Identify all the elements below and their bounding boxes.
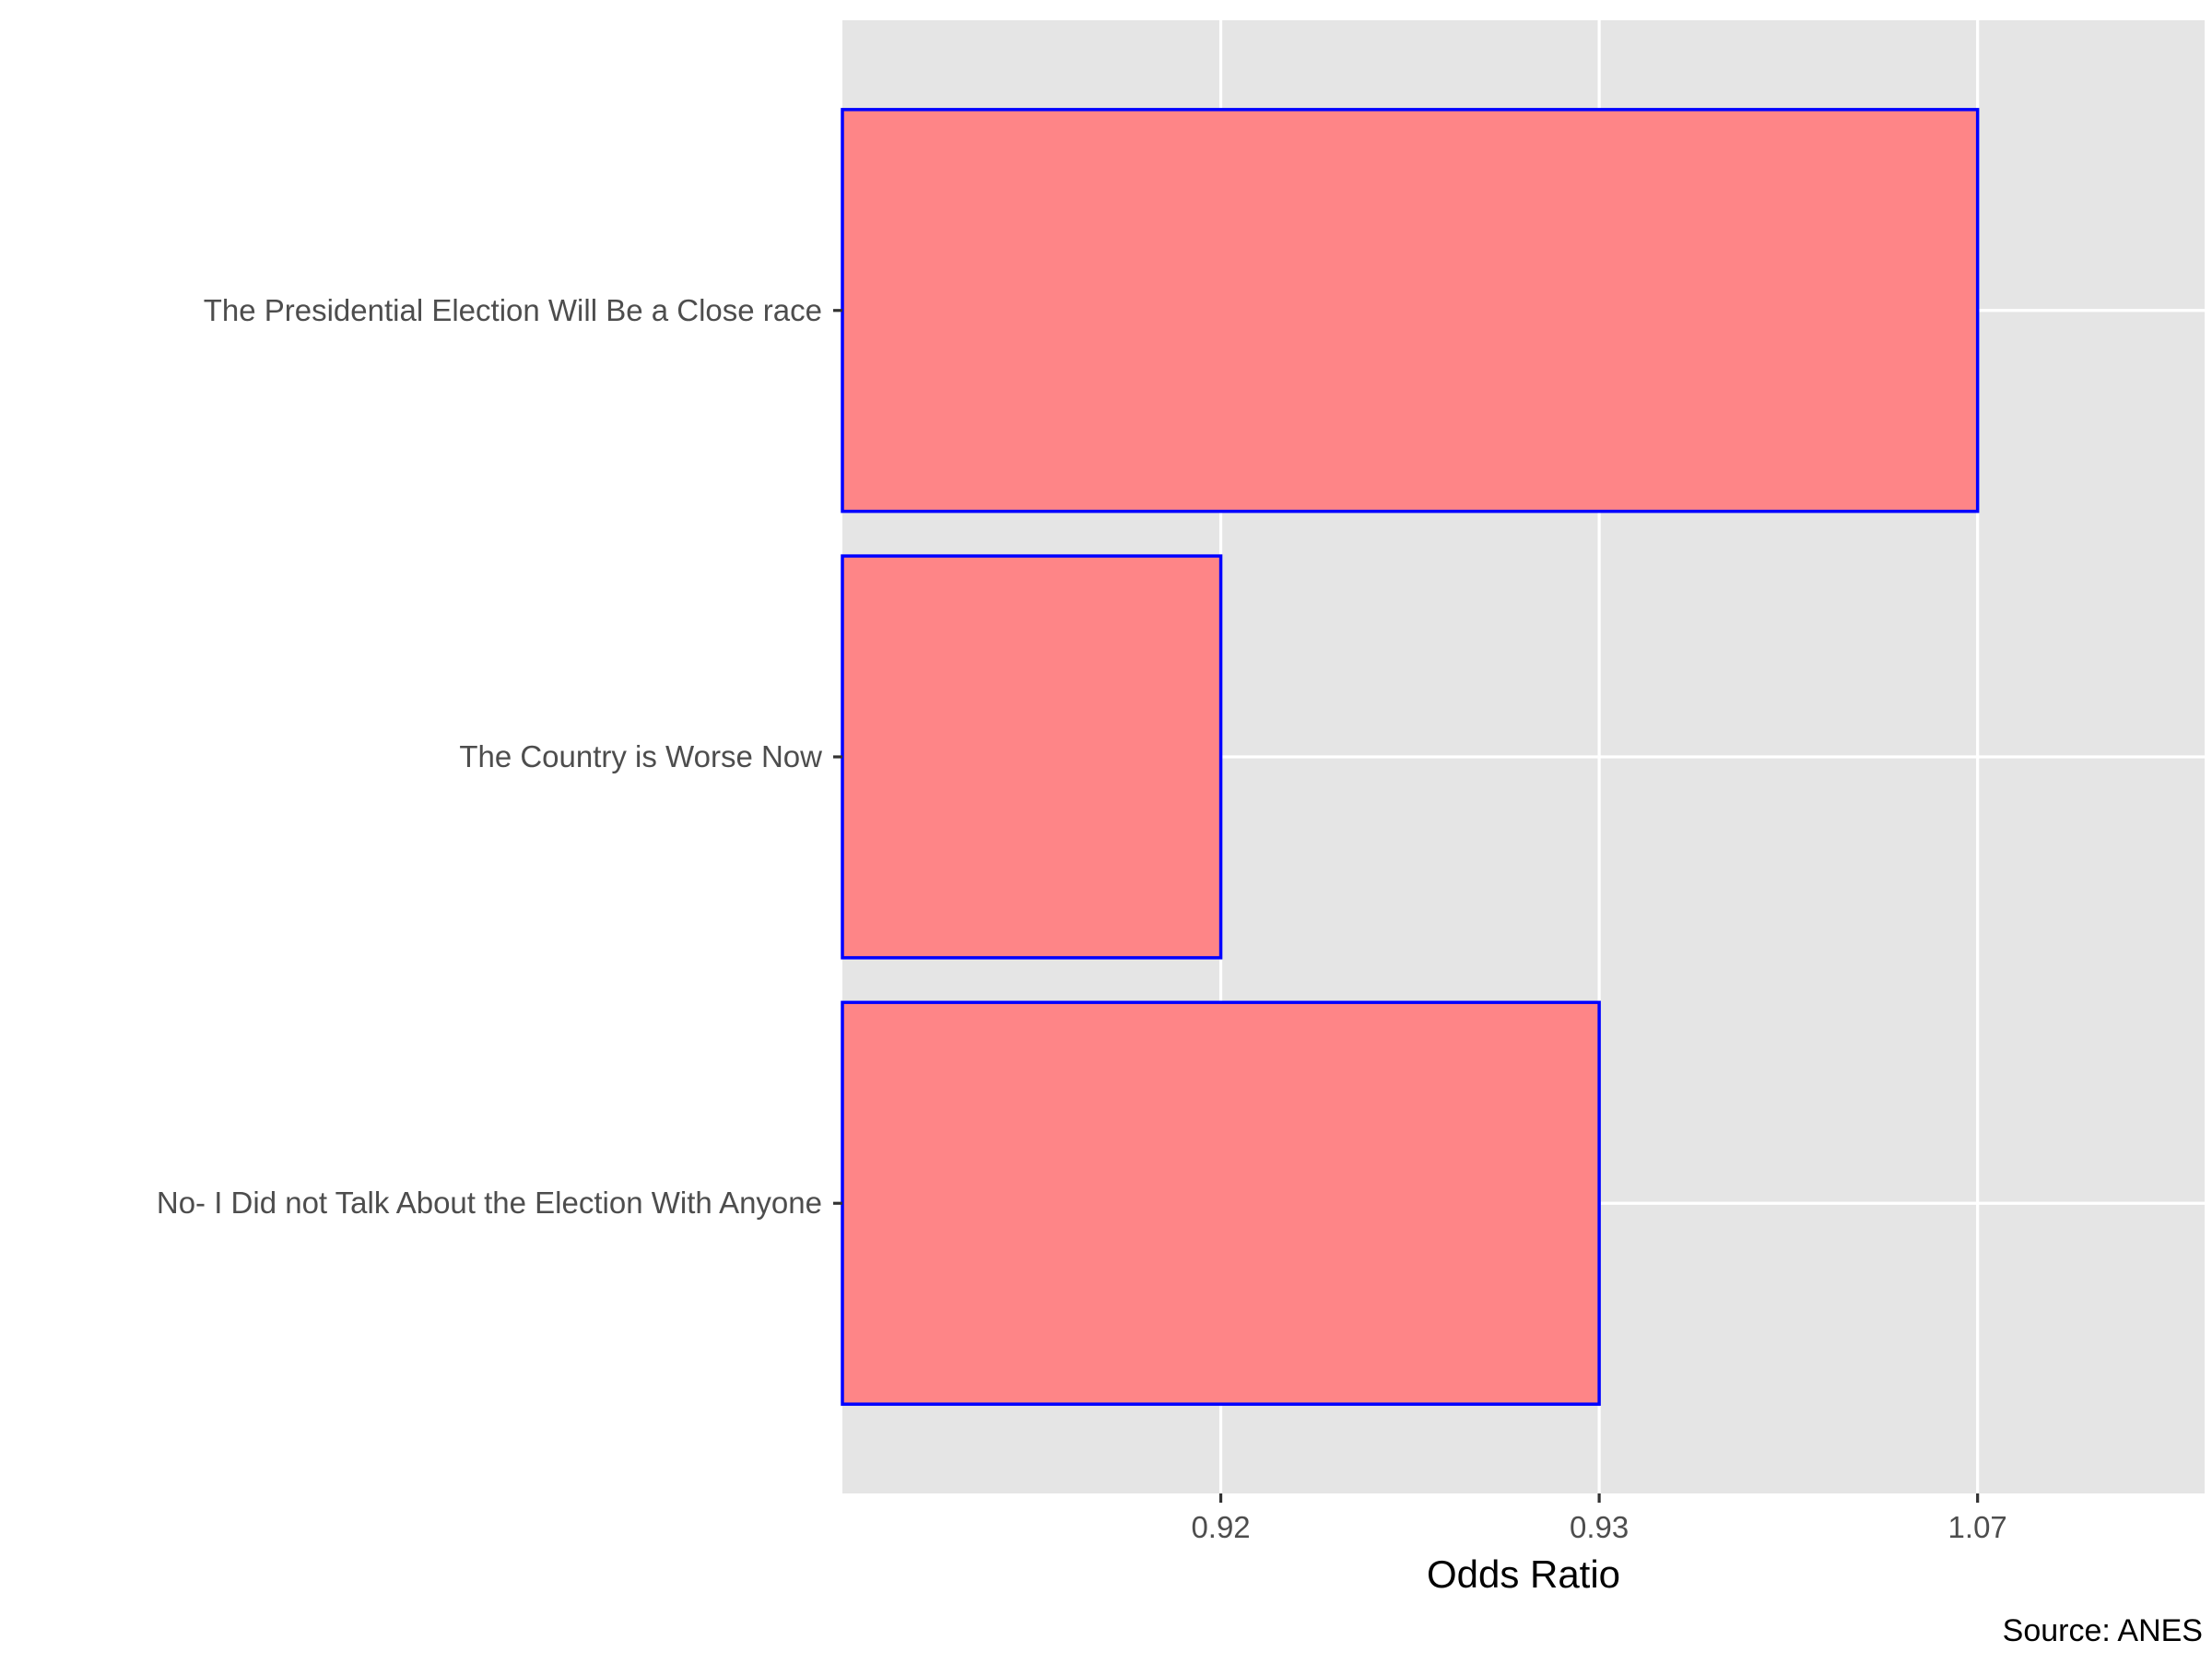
x-axis: 0.92 0.93 1.07	[1191, 1493, 2007, 1544]
y-tick-label: No- I Did not Talk About the Election Wi…	[157, 1186, 822, 1220]
y-axis: The Presidential Election Will Be a Clos…	[157, 293, 842, 1220]
caption-source: Source: ANES	[2003, 1613, 2203, 1648]
bar	[841, 554, 1223, 960]
bar	[841, 108, 1980, 513]
x-tick-label: 0.92	[1191, 1510, 1250, 1544]
x-tick-label: 0.93	[1570, 1510, 1629, 1544]
y-tick-label: The Country is Worse Now	[459, 739, 822, 773]
y-tick-label: The Presidential Election Will Be a Clos…	[204, 293, 822, 327]
bars	[841, 108, 1980, 1406]
x-axis-title: Odds Ratio	[1427, 1552, 1620, 1596]
bar	[841, 1000, 1601, 1406]
x-tick-label: 1.07	[1948, 1510, 2007, 1544]
